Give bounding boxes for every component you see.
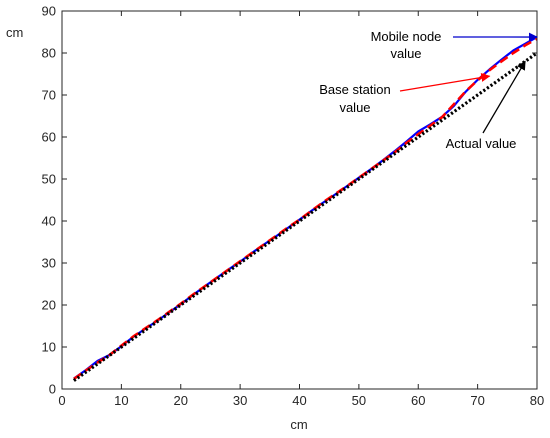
y-tick-label: 70 [42,88,56,103]
x-tick-label: 80 [530,393,544,408]
y-tick-label: 40 [42,214,56,229]
y-tick-label: 30 [42,256,56,271]
series-line-2 [73,37,538,380]
annotation-text: value [339,100,370,115]
series-layer [72,36,538,382]
x-axis-label: cm [290,417,307,432]
y-axis-label: cm [6,25,23,40]
annotation-3: Actual value [446,60,526,151]
annotation-text: Mobile node [371,29,442,44]
y-tick-label: 80 [42,46,56,61]
y-tick-label: 10 [42,340,56,355]
annotation-layer: Mobile node value Base station value Actual … [319,29,538,151]
y-tick-label: 0 [49,382,56,397]
y-tick-label: 90 [42,4,56,19]
annotation-arrow [482,60,526,134]
ticks-layer: 0 10 20 30 40 50 60 70 80 0 10 20 30 40 50 60 70 80 90 [42,4,545,409]
annotation-text: Actual value [446,136,517,151]
series-line-3 [72,51,538,382]
y-tick-label: 50 [42,172,56,187]
x-tick-label: 60 [411,393,425,408]
annotation-arrow [399,72,491,92]
annotation-1: Mobile node value [371,29,538,61]
x-tick-label: 70 [470,393,484,408]
x-tick-label: 30 [233,393,247,408]
y-tick-label: 20 [42,298,56,313]
x-tick-label: 0 [58,393,65,408]
x-tick-label: 20 [174,393,188,408]
annotation-text: Base station [319,82,391,97]
annotation-text: value [390,46,421,61]
annotation-2: Base station value [319,72,491,115]
plot-frame [61,10,538,390]
x-tick-label: 10 [114,393,128,408]
x-tick-label: 50 [352,393,366,408]
x-tick-label: 40 [292,393,306,408]
y-tick-label: 60 [42,130,56,145]
